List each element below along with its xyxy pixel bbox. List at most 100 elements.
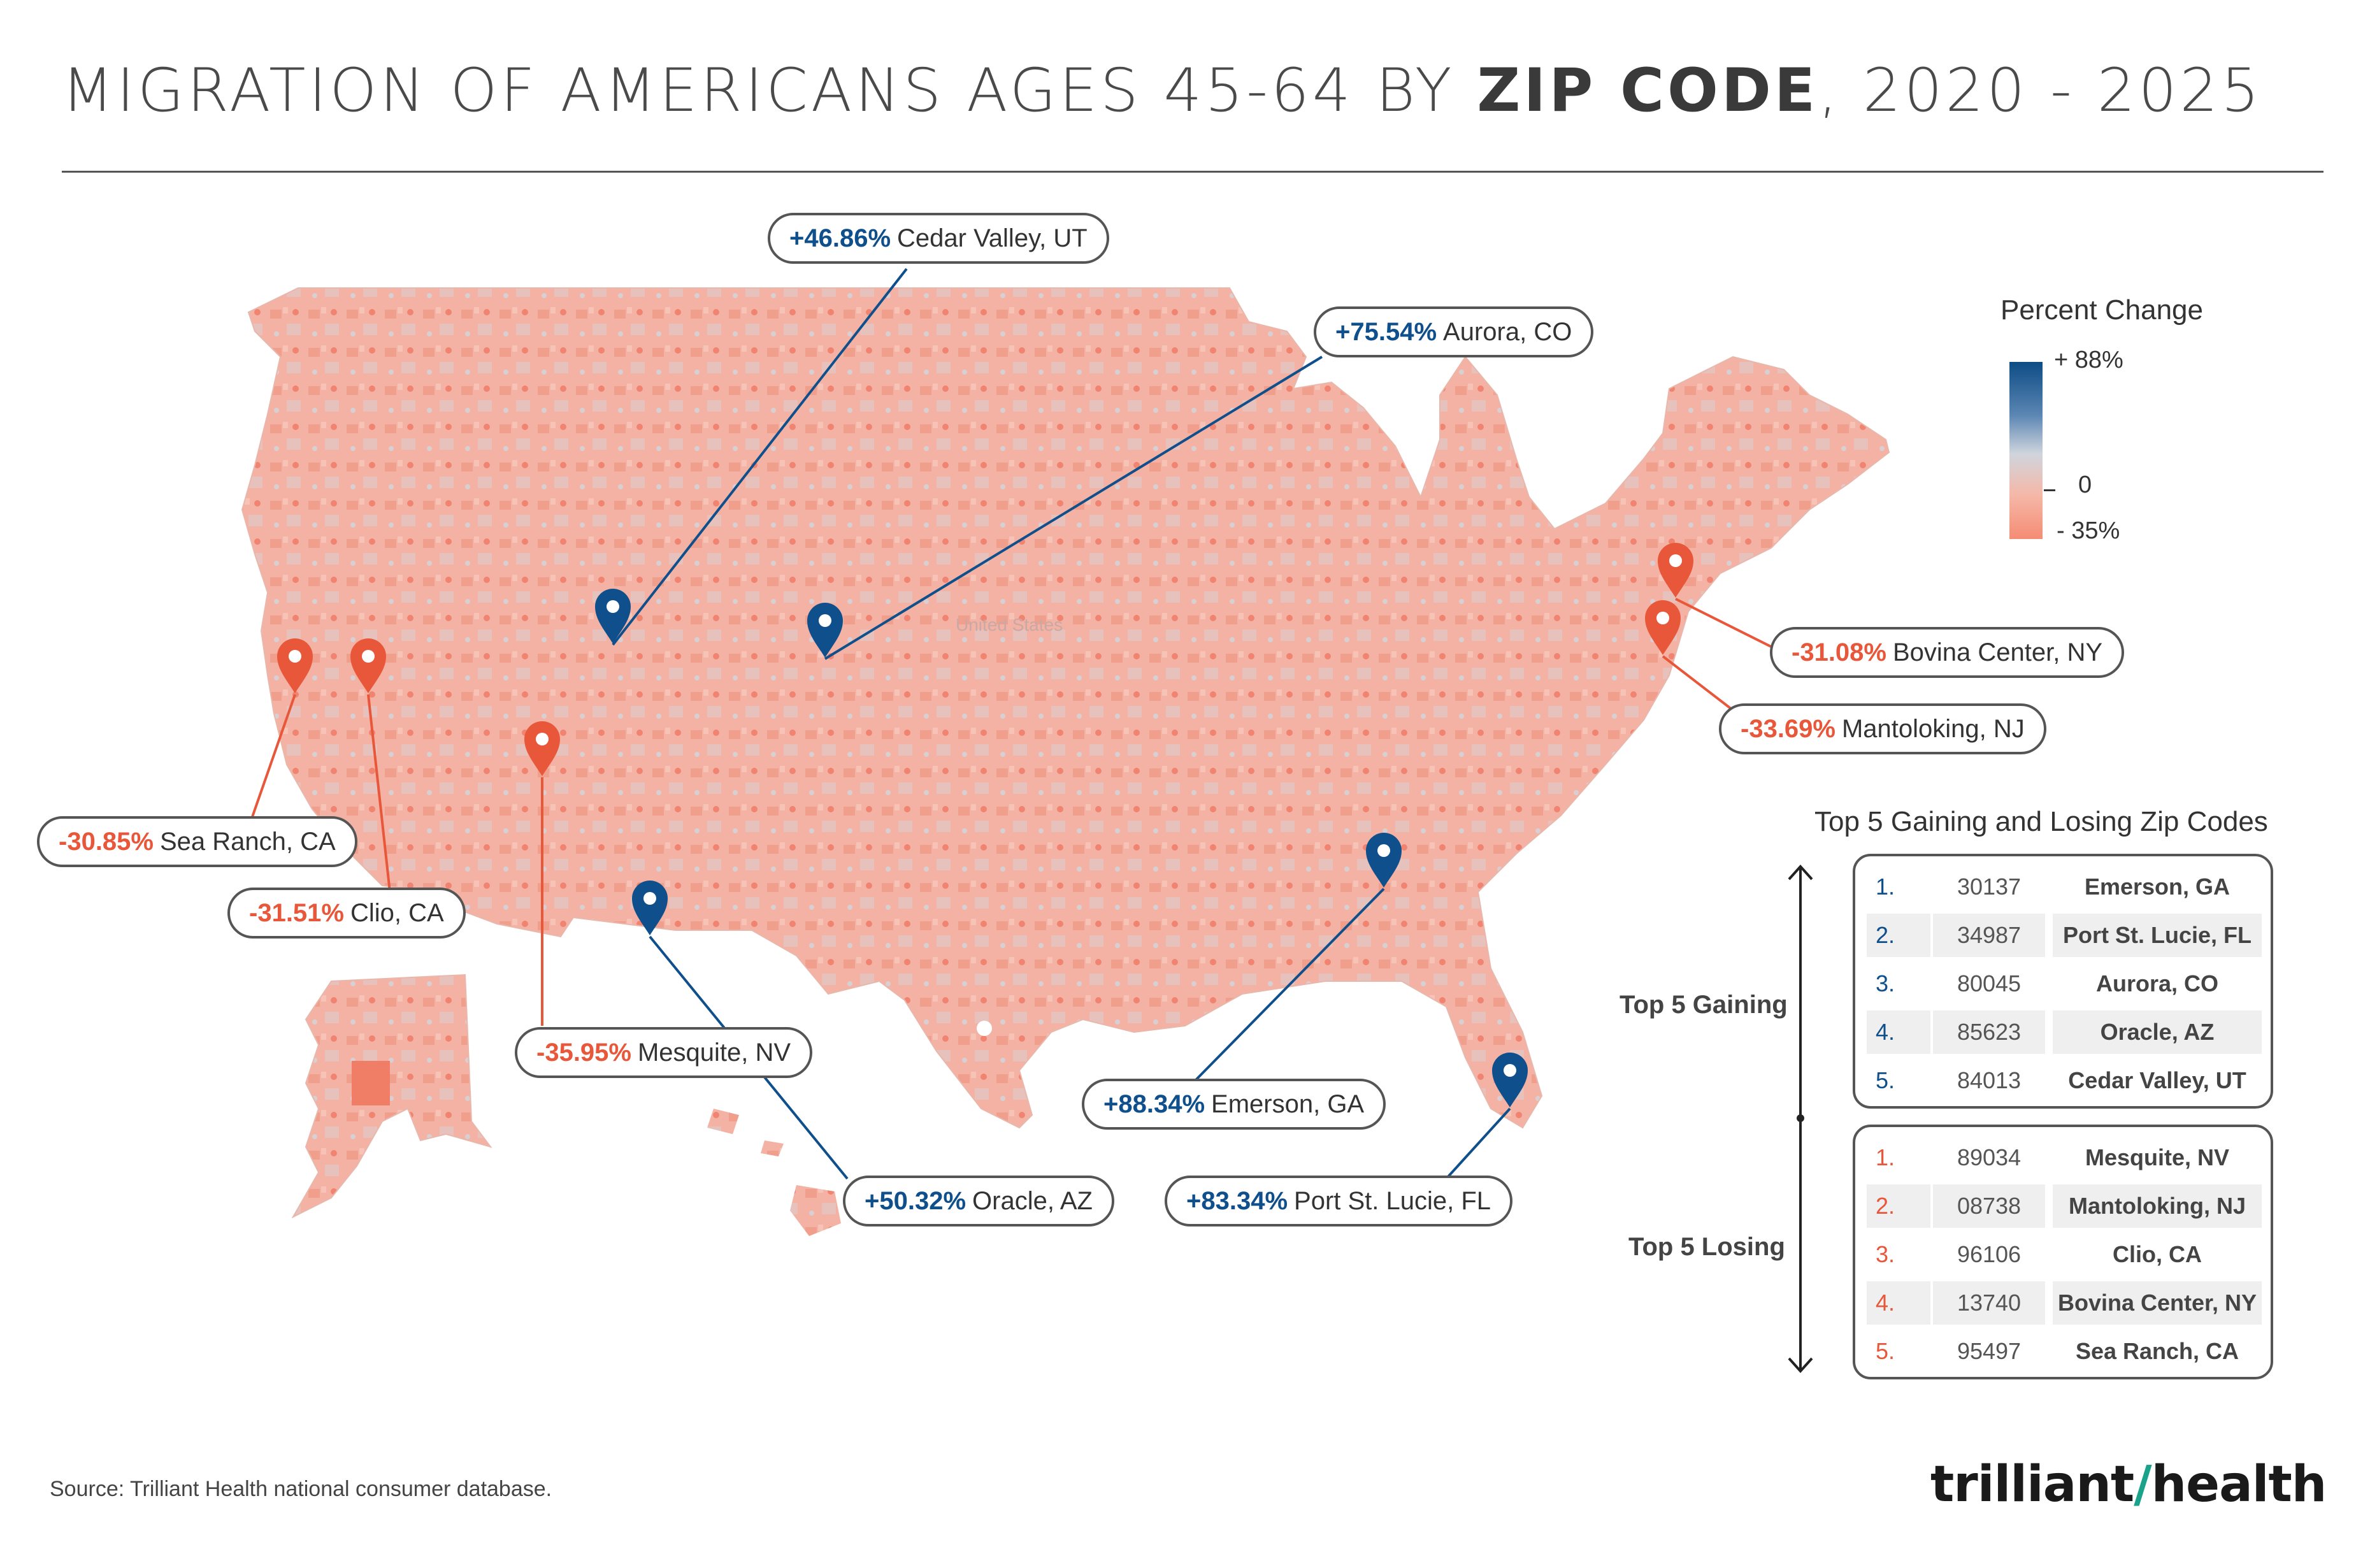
map-pin-icon <box>632 881 668 935</box>
hawaii-shape <box>707 1109 739 1134</box>
city-cell: Port St. Lucie, FL <box>2053 914 2262 957</box>
callout-place: Bovina Center, NY <box>1892 638 2103 666</box>
callout-place: Sea Ranch, CA <box>159 827 336 856</box>
zip-cell: 84013 <box>1957 1067 2022 1093</box>
city-cell: Sea Ranch, CA <box>2075 1338 2239 1364</box>
table-row: 3. 96106 Clio, CA <box>1867 1233 2262 1276</box>
callout-emerson: +88.34% Emerson, GA <box>1082 1079 1386 1130</box>
alaska-region <box>352 1061 390 1105</box>
leader-line <box>1675 598 1778 651</box>
table-title: Top 5 Gaining and Losing Zip Codes <box>1814 806 2268 837</box>
callout-place: Aurora, CO <box>1443 317 1572 346</box>
source-note: Source: Trilliant Health national consum… <box>50 1477 552 1501</box>
title-divider <box>62 171 2324 173</box>
table-row: 5. 84013 Cedar Valley, UT <box>1867 1059 2262 1102</box>
zip-cell: 89034 <box>1957 1144 2022 1170</box>
map-pin-icon <box>277 638 313 693</box>
table-row: 2. 34987 Port St. Lucie, FL <box>1867 914 2262 957</box>
hawaii-shape <box>761 1140 784 1156</box>
losing-label: Top 5 Losing <box>1628 1233 1785 1261</box>
table-row: 4. 85623 Oracle, AZ <box>1867 1011 2262 1054</box>
callout-place: Clio, CA <box>350 898 444 927</box>
map-pin-icon <box>350 638 386 693</box>
city-cell: Emerson, GA <box>2084 874 2230 900</box>
hawaii-shape <box>790 1185 841 1236</box>
leader-line <box>1191 888 1385 1084</box>
callout-percent: -30.85% <box>59 827 154 856</box>
arrow-up-icon <box>1788 865 1813 881</box>
callout-bovina: -31.08% Bovina Center, NY <box>1770 627 2125 678</box>
rank-cell: 2. <box>1867 1184 1930 1228</box>
losing-table: 1. 89034 Mesquite, NV 2. 08738 Mantoloking, … <box>1853 1125 2273 1379</box>
legend-color-bar <box>2009 362 2043 539</box>
rank-cell: 4. <box>1867 1011 1930 1054</box>
callout-oracle: +50.32% Oracle, AZ <box>843 1176 1114 1226</box>
callout-place: Port St. Lucie, FL <box>1294 1186 1491 1215</box>
map-pin-icon <box>1492 1053 1528 1107</box>
map-pin-icon <box>1366 833 1402 888</box>
gaining-label: Top 5 Gaining <box>1620 991 1788 1019</box>
zip-cell: 30137 <box>1957 874 2022 900</box>
legend-mid-label: 0 <box>2078 471 2092 498</box>
city-cell: Cedar Valley, UT <box>2068 1067 2246 1093</box>
zip-cell: 96106 <box>1957 1241 2022 1267</box>
city-cell: Bovina Center, NY <box>2053 1281 2262 1325</box>
callout-percent: +83.34% <box>1186 1186 1288 1215</box>
callout-clio: -31.51% Clio, CA <box>227 888 466 939</box>
leader-line <box>1445 1107 1511 1180</box>
table-row: 1. 89034 Mesquite, NV <box>1867 1136 2262 1179</box>
city-cell: Aurora, CO <box>2095 970 2219 996</box>
table-bracket-dot <box>1797 1114 1804 1122</box>
callout-percent: -33.69% <box>1741 714 1835 743</box>
leader-line <box>367 694 391 893</box>
callout-sea-ranch: -30.85% Sea Ranch, CA <box>37 816 357 867</box>
rank-cell: 5. <box>1876 1067 1895 1093</box>
zip-cell: 08738 <box>1933 1184 2045 1228</box>
leader-line <box>612 268 908 646</box>
callout-cedar-valley: +46.86% Cedar Valley, UT <box>768 213 1109 264</box>
rank-cell: 5. <box>1876 1338 1895 1364</box>
zip-cell: 95497 <box>1957 1338 2022 1364</box>
table-row: 5. 95497 Sea Ranch, CA <box>1867 1330 2262 1373</box>
callout-place: Oracle, AZ <box>972 1186 1093 1215</box>
zip-cell: 13740 <box>1933 1281 2045 1325</box>
table-row: 1. 30137 Emerson, GA <box>1867 865 2262 909</box>
callout-place: Mantoloking, NJ <box>1841 714 2025 743</box>
callout-percent: +50.32% <box>865 1186 966 1215</box>
map-marker-dot <box>977 1021 992 1036</box>
rank-cell: 3. <box>1876 970 1895 996</box>
table-row: 2. 08738 Mantoloking, NJ <box>1867 1184 2262 1228</box>
city-cell: Oracle, AZ <box>2053 1011 2262 1054</box>
zip-cell: 80045 <box>1957 970 2022 996</box>
map-pin-icon <box>807 603 843 658</box>
callout-percent: -31.51% <box>249 898 344 927</box>
callout-place: Cedar Valley, UT <box>897 224 1088 252</box>
alaska-shape <box>291 974 492 1219</box>
callout-aurora: +75.54% Aurora, CO <box>1314 306 1594 357</box>
city-cell: Clio, CA <box>2113 1241 2202 1267</box>
callout-mantoloking: -33.69% Mantoloking, NJ <box>1719 703 2046 754</box>
zip-cell: 34987 <box>1933 914 2045 957</box>
map-pin-icon <box>1645 600 1681 655</box>
callout-percent: +46.86% <box>789 224 891 252</box>
callout-percent: -35.95% <box>536 1038 631 1067</box>
rank-cell: 3. <box>1876 1241 1895 1267</box>
country-label: United States <box>956 615 1063 635</box>
legend-zero-tick <box>2044 489 2055 491</box>
map-pin-icon <box>595 589 631 644</box>
rank-cell: 1. <box>1876 874 1895 900</box>
rank-cell: 2. <box>1867 914 1930 957</box>
gaining-table: 1. 30137 Emerson, GA 2. 34987 Port St. Lucie… <box>1853 854 2273 1109</box>
table-row: 3. 80045 Aurora, CO <box>1867 962 2262 1005</box>
rank-cell: 1. <box>1876 1144 1895 1170</box>
callout-percent: +88.34% <box>1103 1090 1205 1118</box>
callout-percent: +75.54% <box>1335 317 1437 346</box>
page-title: MIGRATION OF AMERICANS AGES 45-64 BY ZIP… <box>62 56 2263 126</box>
callout-place: Mesquite, NV <box>637 1038 791 1067</box>
callout-place: Emerson, GA <box>1211 1090 1365 1118</box>
callout-percent: -31.08% <box>1792 638 1886 666</box>
map-pin-icon <box>1658 543 1693 598</box>
rank-cell: 4. <box>1867 1281 1930 1325</box>
zip-cell: 85623 <box>1933 1011 2045 1054</box>
